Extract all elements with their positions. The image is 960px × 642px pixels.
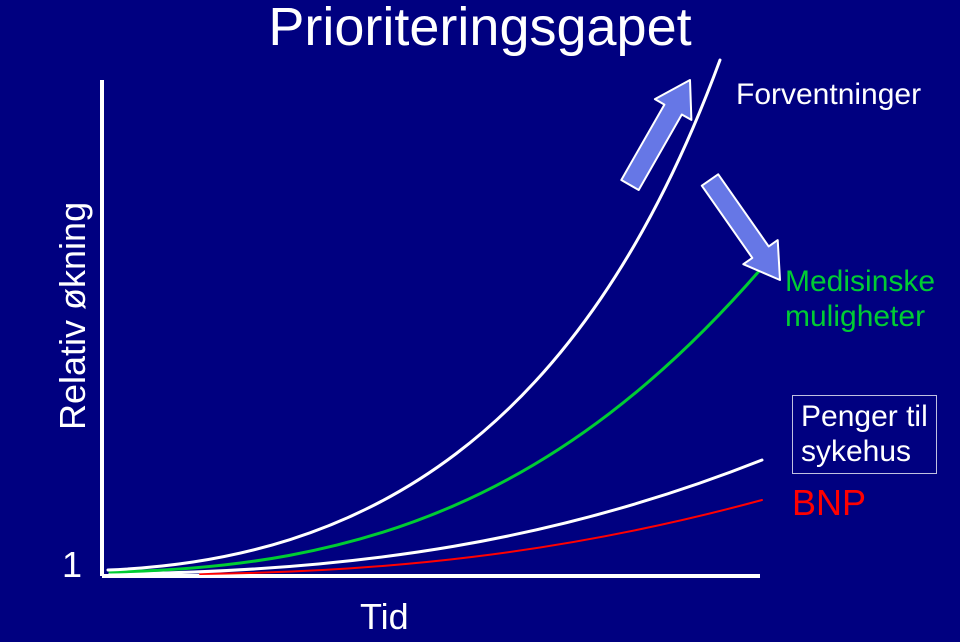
label-forventninger: Forventninger	[736, 78, 921, 112]
label-penger-box: Penger til sykehus	[792, 395, 937, 474]
label-penger-line1: Penger til	[801, 400, 928, 433]
label-muligheter-line2: muligheter	[785, 300, 925, 334]
label-bnp: BNP	[792, 482, 866, 524]
label-penger-line2: sykehus	[801, 435, 911, 468]
label-muligheter-line1: Medisinske	[785, 265, 935, 299]
